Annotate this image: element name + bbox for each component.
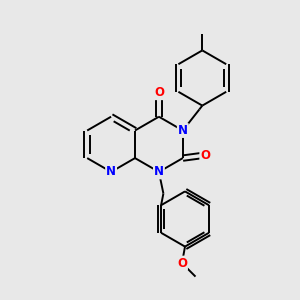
Text: O: O	[200, 148, 210, 162]
Text: O: O	[154, 86, 164, 99]
Text: N: N	[106, 165, 116, 178]
Text: N: N	[154, 165, 164, 178]
Text: N: N	[178, 124, 188, 137]
Text: O: O	[177, 256, 187, 270]
